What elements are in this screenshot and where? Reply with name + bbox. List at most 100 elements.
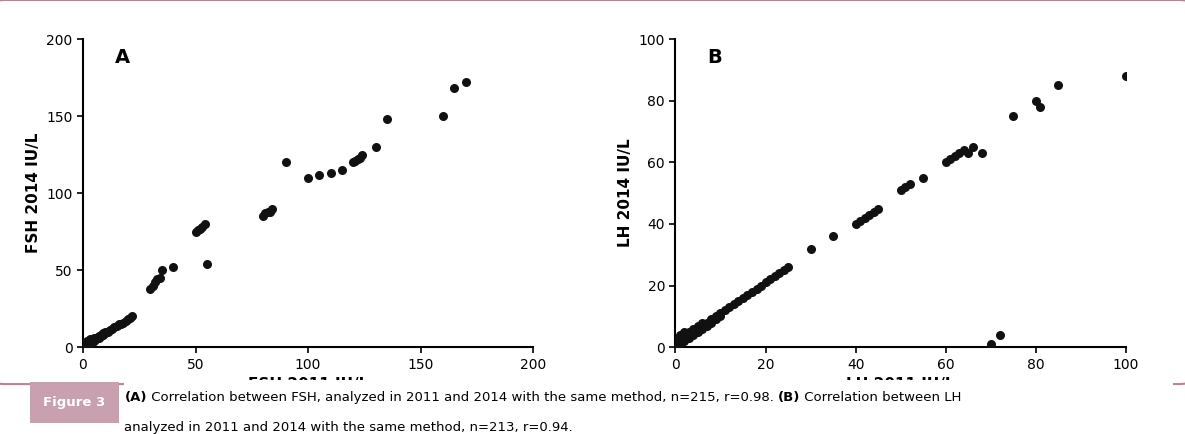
Point [344,159,363,166]
Point [946,153,965,160]
Point [191,225,210,232]
Point [377,116,396,123]
Point [78,341,97,348]
Point [121,315,140,322]
Point [766,273,784,280]
Text: analyzed in 2011 and 2014 with the same method, n=213, r=0.94.: analyzed in 2011 and 2014 with the same … [124,421,574,434]
Point [684,325,703,332]
Point [456,79,475,85]
Point [769,270,788,277]
Point [164,263,182,270]
Point [747,285,766,292]
Point [299,174,318,181]
Point [196,220,214,227]
Point [724,301,743,308]
Point [824,233,843,240]
Point [276,159,295,166]
Point [711,310,730,317]
Point [346,157,365,164]
Text: A: A [115,48,129,67]
Point [972,150,991,157]
Point [446,85,465,92]
Point [85,336,104,343]
Point [846,220,865,227]
Point [76,342,95,349]
Point [666,344,685,351]
Point [105,324,124,331]
Point [94,330,113,337]
Point [78,342,97,349]
Point [118,316,137,323]
Point [869,205,888,212]
Point [949,150,968,157]
Point [671,332,690,339]
Point [366,143,385,151]
Point [859,211,878,218]
Point [83,339,102,346]
Point [679,328,698,335]
Point [96,330,115,337]
X-axis label: LH 2011 IU/L: LH 2011 IU/L [846,377,955,392]
Point [706,316,725,323]
Point [688,322,707,329]
Point [1004,113,1023,120]
Point [675,338,694,345]
Text: Correlation between FSH, analyzed in 2011 and 2014 with the same method, n=215, : Correlation between FSH, analyzed in 201… [147,391,779,404]
Point [679,332,698,339]
Point [702,319,720,326]
Point [774,266,793,274]
Point [150,274,169,281]
Point [261,208,280,215]
Point [89,333,108,340]
Point [78,339,97,346]
Point [87,335,105,342]
Point [78,338,97,345]
Point [114,319,133,326]
Point [193,224,212,230]
Point [963,143,982,151]
Point [779,263,798,270]
Point [693,322,712,329]
Point [693,319,712,326]
Point [991,332,1010,339]
Point [711,313,730,320]
Point [254,213,273,220]
Point [98,328,117,335]
Point [87,336,105,343]
Point [671,335,690,342]
Point [698,322,717,329]
Point [148,276,167,283]
Point [76,344,95,351]
Point [743,288,762,295]
Y-axis label: LH 2014 IU/L: LH 2014 IU/L [619,139,633,247]
Point [107,322,127,329]
Point [85,338,104,345]
Point [321,170,340,177]
Point [94,332,113,339]
Point [256,210,275,217]
Point [143,282,162,289]
Point [936,159,955,166]
Point [901,181,920,187]
Point [666,341,685,348]
Point [152,266,172,274]
Point [81,341,100,348]
Text: Correlation between LH: Correlation between LH [800,391,962,404]
Point [188,227,207,233]
Point [801,245,820,252]
Point [864,208,883,215]
Point [679,335,698,342]
Point [141,285,160,292]
Y-axis label: FSH 2014 IU/L: FSH 2014 IU/L [26,133,40,253]
Point [109,321,128,328]
Point [351,154,370,161]
Point [197,260,217,267]
Point [756,279,775,286]
X-axis label: FSH 2011 IU/L: FSH 2011 IU/L [248,377,369,392]
Point [702,316,720,323]
Point [666,338,685,345]
Point [896,184,915,191]
Point [716,307,735,314]
Point [91,333,110,340]
Point [103,325,122,332]
